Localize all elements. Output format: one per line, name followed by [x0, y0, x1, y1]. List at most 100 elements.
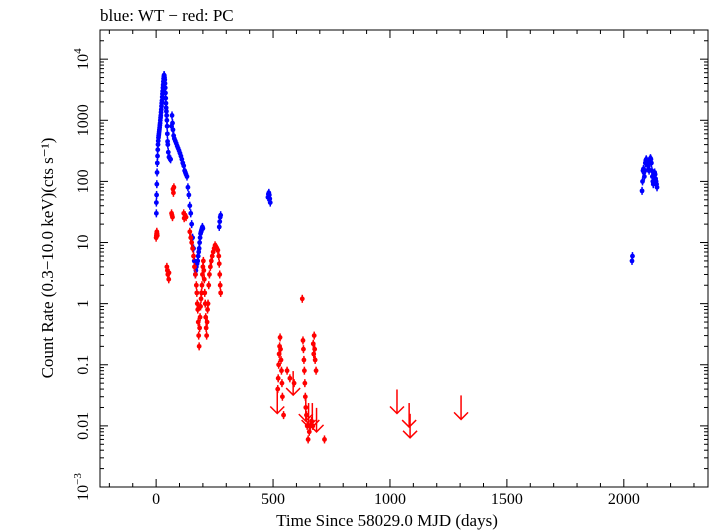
wt-point: [154, 190, 159, 199]
x-axis: 0 500 1000 1500 2000: [108, 30, 695, 508]
pc-point: [278, 345, 283, 354]
pc-point: [217, 281, 223, 290]
wt-point: [186, 190, 192, 199]
pc-point: [202, 288, 208, 297]
pc-point: [199, 281, 205, 290]
svg-text:0.01: 0.01: [75, 412, 92, 440]
x-axis-label: Time Since 58029.0 MJD (days): [276, 511, 498, 530]
wt-point: [642, 166, 648, 175]
y-axis: 10−3 0.01 0.1 1 10 100 1000 104: [72, 29, 708, 501]
pc-point: [200, 256, 206, 265]
pc-point: [287, 374, 293, 383]
y-tick-label: 0.1: [75, 355, 92, 375]
pc-point: [277, 333, 283, 342]
x-tick-label: 1500: [491, 491, 523, 508]
pc-point: [301, 366, 307, 375]
pc-point: [216, 259, 222, 268]
pc-point: [171, 183, 177, 192]
svg-text:10: 10: [75, 235, 92, 251]
series-pc: [153, 183, 327, 444]
pc-point: [300, 336, 306, 345]
upper-limit-arrow: [269, 389, 285, 415]
pc-point: [276, 360, 282, 369]
wt-point: [164, 122, 170, 131]
pc-point: [170, 213, 175, 222]
wt-point: [165, 140, 171, 149]
pc-point: [299, 294, 305, 303]
wt-point: [188, 209, 194, 218]
plot-frame: [99, 29, 709, 488]
wt-point: [630, 252, 635, 261]
pc-point: [218, 288, 224, 297]
svg-text:0.1: 0.1: [75, 355, 92, 375]
pc-point: [204, 318, 210, 327]
wt-point: [187, 201, 193, 210]
pc-point: [306, 427, 312, 436]
wt-point: [639, 186, 645, 195]
pc-point: [280, 392, 285, 401]
upper-limit-arrow: [285, 371, 301, 397]
pc-point: [215, 246, 221, 255]
pc-point: [281, 411, 286, 420]
wt-point: [153, 209, 159, 218]
wt-point: [153, 198, 159, 207]
pc-point: [193, 281, 199, 290]
pc-point: [189, 238, 195, 247]
wt-point: [184, 172, 190, 181]
series-pc-upper-limits: [269, 371, 469, 439]
wt-point: [189, 220, 195, 229]
pc-point: [194, 288, 200, 297]
y-tick-label: 1000: [75, 104, 92, 136]
series-wt: [153, 71, 660, 279]
y-tick-label: 100: [75, 169, 92, 193]
chart-title: blue: WT − red: PC: [100, 6, 234, 25]
upper-limit-arrow: [453, 395, 469, 421]
pc-point: [154, 231, 160, 240]
pc-point: [187, 227, 193, 236]
pc-point: [203, 323, 209, 332]
pc-point: [207, 262, 213, 271]
pc-point: [195, 305, 201, 314]
wt-point: [170, 119, 175, 128]
x-tick-label: 1000: [374, 491, 406, 508]
pc-point: [201, 266, 207, 275]
pc-point: [301, 355, 307, 364]
wt-point: [168, 155, 174, 164]
upper-limit-arrow: [402, 413, 418, 439]
wt-point: [164, 129, 170, 138]
upper-limit-arrow: [298, 397, 314, 423]
pc-point: [301, 345, 306, 354]
pc-point: [302, 379, 308, 388]
pc-point: [192, 262, 197, 271]
svg-text:1: 1: [75, 300, 92, 308]
wt-point: [169, 111, 175, 120]
svg-text:104: 104: [72, 48, 92, 70]
pc-point: [305, 435, 311, 444]
wt-point: [185, 183, 191, 192]
pc-point: [207, 270, 212, 279]
wt-point: [654, 183, 660, 192]
pc-point: [279, 366, 284, 375]
wt-point: [154, 168, 160, 177]
pc-point: [279, 379, 285, 388]
pc-point: [204, 331, 210, 340]
y-tick-label: 1: [75, 300, 92, 308]
x-tick-label: 0: [152, 491, 160, 508]
pc-point: [311, 331, 317, 340]
pc-point: [190, 244, 196, 253]
pc-point: [197, 313, 203, 322]
y-tick-label: 10−3: [72, 473, 92, 501]
pc-point: [166, 268, 172, 277]
pc-point: [312, 345, 318, 354]
pc-point: [312, 355, 318, 364]
pc-point: [322, 435, 327, 444]
wt-point: [267, 198, 273, 207]
pc-point: [201, 275, 207, 284]
pc-point: [196, 342, 202, 351]
upper-limit-arrow: [389, 389, 405, 415]
pc-point: [278, 355, 284, 364]
pc-point: [310, 339, 316, 348]
y-tick-label: 0.01: [75, 412, 92, 440]
y-tick-label: 10: [75, 235, 92, 251]
